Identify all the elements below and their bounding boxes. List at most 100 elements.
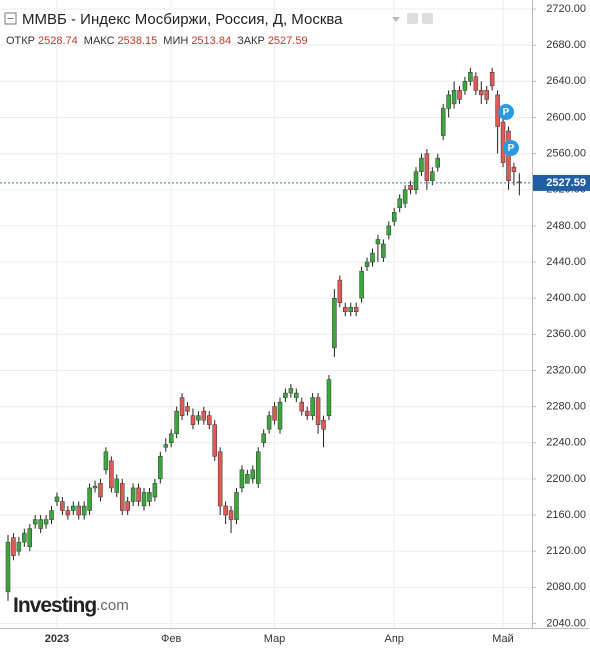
candle-body [364,261,370,267]
candle-body [207,415,212,425]
candle-body [98,483,103,498]
candle-body [114,478,120,493]
x-tick-label: Фев [161,633,181,645]
candle-body [92,485,98,489]
candle-body [174,410,179,434]
candle-body [381,243,386,258]
candle-body [359,270,364,299]
y-tick-label: 2080.00 [546,581,586,593]
candle-body [343,306,348,312]
candle-body [147,492,152,502]
candle-body [419,157,424,172]
y-tick-label: 2360.00 [546,328,586,340]
ohlc-label: ОТКР [6,35,35,47]
candle-body [103,451,109,471]
x-tick-label: Апр [385,633,404,645]
x-tick-label: 2023 [45,633,69,645]
y-tick-label: 2680.00 [546,39,586,51]
event-marker[interactable] [503,140,519,156]
candle-body [250,469,256,480]
candle-body [484,90,489,100]
candle-body [489,72,495,87]
candle-body [413,171,419,191]
ohlc-value: 2527.59 [268,35,308,47]
candle-body [348,306,353,312]
y-tick-label: 2640.00 [546,75,586,87]
candle-body [255,451,261,484]
candle-body [212,424,217,457]
candle-body [479,90,484,96]
candle-body [337,279,343,303]
y-tick-label: 2040.00 [546,617,586,629]
candle-body [500,121,506,163]
event-markers: P P [498,104,519,156]
last-price-label: 2527.59 [546,177,586,189]
grid [0,0,532,628]
candles [0,67,532,601]
x-tick-label: Май [492,633,514,645]
candle-body [76,505,81,516]
y-tick-label: 2400.00 [546,292,586,304]
candle-body [370,252,375,263]
ohlc-line: ОТКР 2528.74 МАКС 2538.15 МИН 2513.84 ЗАКР 2527… [6,35,308,47]
candle-body [179,397,185,416]
candle-body [71,505,76,511]
watermark-suffix: .com [96,597,129,614]
candle-body [168,433,174,444]
candle-body [386,225,392,236]
candle-body [283,392,288,398]
candle-body [397,198,402,209]
candle-body [65,510,71,516]
last-price-tag [533,174,590,191]
candle-body [517,181,522,184]
candle-body [87,487,92,511]
candle-body [5,541,11,593]
event-marker[interactable] [498,104,514,120]
candle-body [141,492,147,507]
candle-body [217,451,223,507]
y-tick-label: 2560.00 [546,148,586,160]
candle-body [473,76,479,91]
candle-body [315,397,321,425]
candle-body [391,212,397,222]
candle-body [462,81,468,91]
ohlc-label: ЗАКР [237,35,265,47]
candle-body [136,487,141,502]
ohlc-value: 2528.74 [38,35,78,47]
candle-body [304,410,310,416]
candle-body [109,460,114,489]
close-icon[interactable] [422,13,433,24]
candle-body [54,496,60,502]
candle-body [228,510,234,520]
y-tick-label: 2480.00 [546,220,586,232]
candle-body [185,406,190,412]
y-tick-label: 2440.00 [546,256,586,268]
y-tick-label: 2240.00 [546,437,586,449]
candle-body [163,444,169,448]
event-marker-label: P [508,143,515,154]
candle-body [245,474,250,484]
candle-body [60,501,65,511]
candle-body [130,487,136,502]
candle-body [430,171,435,181]
y-tick-label: 2160.00 [546,509,586,521]
candle-body [266,415,272,430]
candle-body [408,184,413,191]
candle-body [22,532,27,543]
candle-body [190,415,196,425]
settings-icon[interactable] [407,13,418,24]
candle-body [27,528,33,547]
y-tick-label: 2720.00 [546,3,586,15]
candle-body [332,297,337,349]
y-tick-label: 2320.00 [546,364,586,376]
candle-body [16,541,22,552]
ohlc-label: МАКС [84,35,115,47]
y-tick-label: 2200.00 [546,473,586,485]
dropdown-icon[interactable] [392,17,400,22]
y-tick-label: 2120.00 [546,545,586,557]
candle-body [11,537,16,556]
axes: 2040.00 2080.00 2120.00 2160.00 2200.00 2240.… [45,3,590,645]
candle-body [38,519,43,529]
chart-title: ММВБ - Индекс Мосбиржи, Россия, Д, Москв… [22,11,343,28]
